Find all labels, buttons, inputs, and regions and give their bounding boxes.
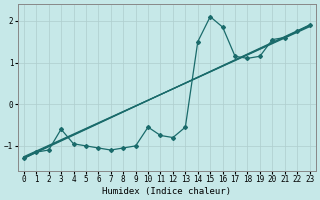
X-axis label: Humidex (Indice chaleur): Humidex (Indice chaleur): [102, 187, 231, 196]
